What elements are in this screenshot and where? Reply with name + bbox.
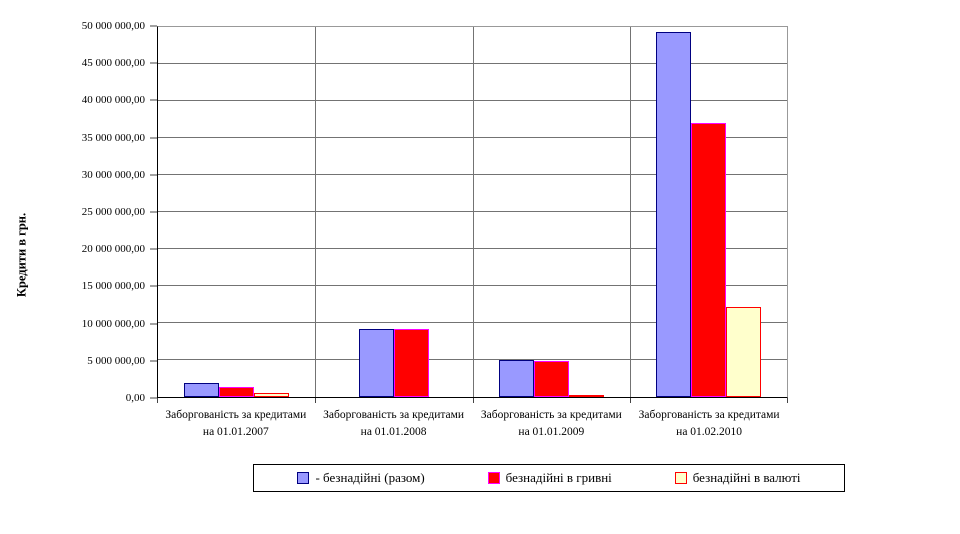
y-tick-label: 50 000 000,00 <box>81 20 145 32</box>
bar-group <box>158 27 315 397</box>
x-axis-label: Заборгованість за кредитами на 01.01.200… <box>315 407 473 440</box>
y-tick-mark <box>150 285 157 287</box>
bar-series-0 <box>655 32 691 397</box>
y-tick-label: 45 000 000,00 <box>81 57 145 70</box>
bar-group <box>630 27 787 397</box>
y-tick-mark <box>150 248 157 250</box>
bar-series-2 <box>254 393 290 397</box>
y-tick-label: 40 000 000,00 <box>81 94 145 107</box>
y-tick-label: 5 000 000,00 <box>87 354 145 367</box>
category-separator <box>315 27 317 397</box>
y-tick-mark <box>150 137 157 139</box>
y-tick-label: 15 000 000,00 <box>81 280 145 293</box>
category-separator <box>629 27 631 397</box>
x-tick-mark <box>630 398 632 403</box>
bar-group <box>315 27 472 397</box>
y-tick-mark <box>150 62 157 64</box>
bar-series-2 <box>568 395 604 397</box>
x-axis-tick-marks <box>157 398 788 403</box>
y-tick-label: 35 000 000,00 <box>81 131 145 144</box>
x-axis-labels: Заборгованість за кредитами на 01.01.200… <box>157 407 788 440</box>
bar-series-0 <box>498 360 534 397</box>
x-tick-mark <box>787 398 788 403</box>
y-tick-label: 30 000 000,00 <box>81 168 145 181</box>
x-axis-label: Заборгованість за кредитами на 01.02.201… <box>630 407 788 440</box>
y-axis-tick-labels: 0,00 5 000 000,00 10 000 000,00 15 000 000,… <box>0 20 157 404</box>
y-tick-mark <box>150 211 157 213</box>
x-tick-mark <box>472 398 474 403</box>
y-tick-mark <box>150 360 157 362</box>
x-axis-label-text: Заборгованість за кредитами на 01.02.201… <box>638 409 780 438</box>
bar-series-1 <box>393 328 429 397</box>
bar-series-1 <box>690 123 726 397</box>
bar-series-1 <box>533 360 569 397</box>
bar-group <box>473 27 630 397</box>
category-separator <box>472 27 474 397</box>
x-tick-mark <box>157 398 158 403</box>
legend-label: безнадійні в гривні <box>505 470 612 485</box>
bar-series-0 <box>184 382 220 397</box>
legend-label: - безнадійні (разом) <box>315 470 425 485</box>
x-axis-label-text: Заборгованість за кредитами на 01.01.200… <box>480 409 622 438</box>
legend-swatch <box>674 472 687 484</box>
plot-area <box>157 26 788 398</box>
x-tick-mark <box>314 398 316 403</box>
legend-swatch <box>487 472 500 484</box>
legend-item: безнадійні в гривні <box>487 470 612 486</box>
legend-swatch <box>297 472 310 484</box>
y-tick-mark <box>150 25 157 27</box>
bar-series-0 <box>358 328 394 397</box>
x-axis-label-text: Заборгованість за кредитами на 01.01.200… <box>165 409 307 438</box>
bar-series-1 <box>219 386 255 397</box>
x-axis-label-text: Заборгованість за кредитами на 01.01.200… <box>323 409 465 438</box>
y-tick-label: 10 000 000,00 <box>81 317 145 330</box>
y-tick-label: 20 000 000,00 <box>81 243 145 256</box>
bar-series-2 <box>725 306 761 397</box>
y-axis-tick-marks <box>150 25 157 399</box>
y-tick-label: 0,00 <box>125 392 145 404</box>
x-axis-label: Заборгованість за кредитами на 01.01.200… <box>473 407 631 440</box>
legend: - безнадійні (разом) безнадійні в гривні б… <box>253 464 845 492</box>
legend-item: безнадійні в валюті <box>674 470 801 486</box>
x-axis-label: Заборгованість за кредитами на 01.01.200… <box>157 407 315 440</box>
y-tick-mark <box>150 99 157 101</box>
legend-label: безнадійні в валюті <box>692 470 801 485</box>
y-tick-mark <box>150 397 157 399</box>
legend-item: - безнадійні (разом) <box>297 470 425 486</box>
y-tick-mark <box>150 323 157 325</box>
bar-groups <box>158 27 787 397</box>
y-tick-label: 25 000 000,00 <box>81 206 145 218</box>
y-tick-mark <box>150 174 157 176</box>
